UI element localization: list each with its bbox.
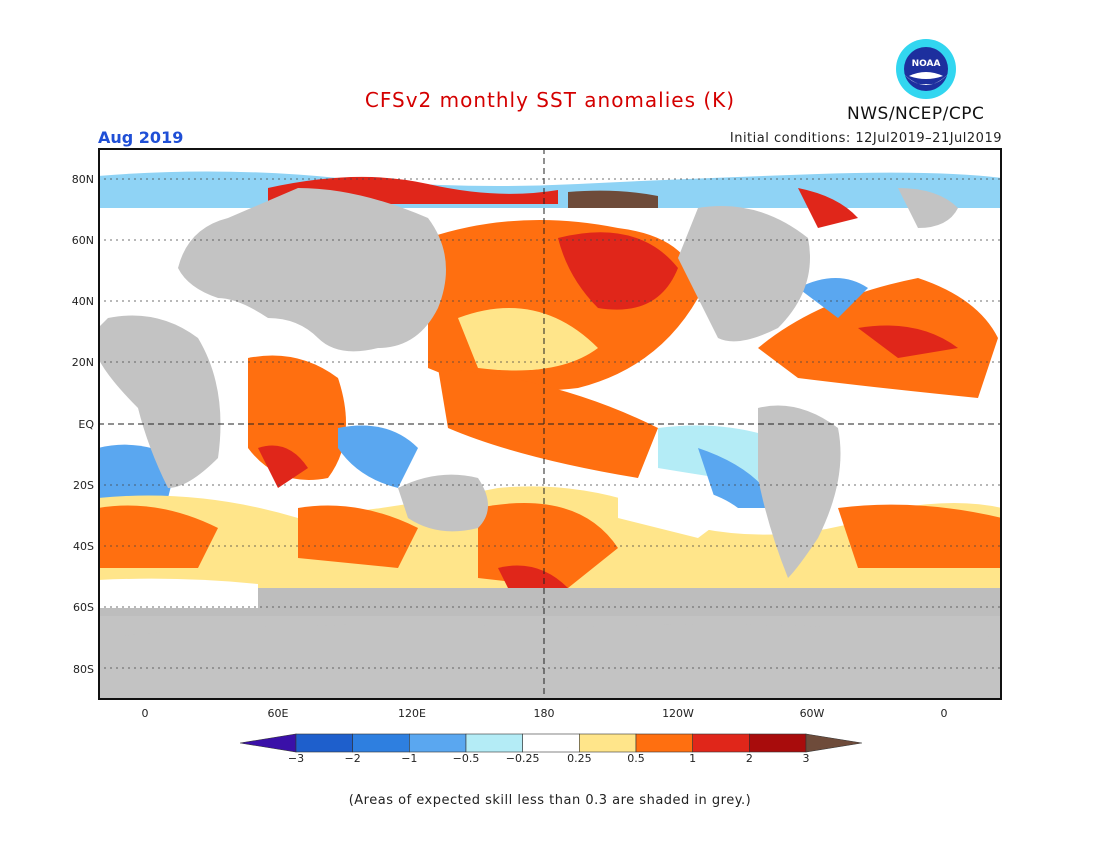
lon-label: 60E	[267, 707, 289, 720]
colorbar-tick-label: 0.25	[567, 752, 592, 765]
colorbar-cell	[579, 733, 637, 753]
antarctica	[98, 624, 1002, 700]
skill-footnote: (Areas of expected skill less than 0.3 a…	[348, 793, 752, 808]
lat-label: 40N	[71, 295, 94, 308]
colorbar-tick-label: −1	[401, 752, 418, 765]
africa	[98, 315, 221, 488]
colorbar-arrow-low	[240, 733, 297, 753]
noaa-logo-text: NOAA	[912, 59, 941, 69]
colorbar-cell	[692, 733, 750, 753]
lat-label: EQ	[78, 418, 94, 431]
initial-conditions-label: Initial conditions: 12Jul2019–21Jul2019	[729, 131, 1002, 146]
colorbar-cell	[635, 733, 693, 753]
valid-month-label: Aug 2019	[98, 128, 184, 147]
colorbar-cell	[352, 733, 410, 753]
noaa-logo: NOAA	[896, 39, 956, 99]
colorbar	[240, 733, 862, 753]
lat-gridlines	[98, 178, 1002, 669]
colorbar-cell	[409, 733, 467, 753]
agency-label: NWS/NCEP/CPC	[847, 104, 985, 124]
lon-label: 180	[533, 707, 555, 720]
lat-label: 20S	[73, 479, 94, 492]
lat-label: 20N	[71, 356, 94, 369]
greenland	[898, 188, 958, 228]
colorbar-cell	[522, 733, 580, 753]
lat-label: 80N	[71, 173, 94, 186]
south-america	[758, 405, 841, 578]
lat-label: 40S	[73, 540, 94, 553]
map-title: CFSv2 monthly SST anomalies (K)	[364, 88, 736, 112]
colorbar-tick-label: 0.5	[627, 752, 645, 765]
colorbar-tick-label: 2	[745, 752, 753, 765]
colorbar-cell	[465, 733, 523, 753]
lat-label: 80S	[73, 663, 94, 676]
colorbar-cell	[295, 733, 353, 753]
colorbar-cell	[749, 733, 807, 753]
colorbar-tick-label: 1	[689, 752, 697, 765]
colorbar-tick-label: 3	[802, 752, 810, 765]
colorbar-tick-label: −3	[287, 752, 305, 765]
colorbar-tick-label: −0.25	[505, 752, 540, 765]
lat-label: 60S	[73, 601, 94, 614]
colorbar-tick-label: −0.5	[452, 752, 480, 765]
lon-label: 120W	[662, 707, 694, 720]
lon-label: 120E	[398, 707, 426, 720]
lon-label: 60W	[799, 707, 825, 720]
lat-label: 60N	[71, 234, 94, 247]
australia	[398, 474, 488, 532]
lon-label: 0	[940, 707, 948, 720]
sst-anomaly-map	[98, 148, 1002, 700]
lon-label: 0	[141, 707, 149, 720]
map-frame	[98, 148, 1002, 700]
colorbar-tick-label: −2	[344, 752, 361, 765]
eurasia	[178, 188, 446, 352]
colorbar-arrow-high	[805, 733, 862, 753]
